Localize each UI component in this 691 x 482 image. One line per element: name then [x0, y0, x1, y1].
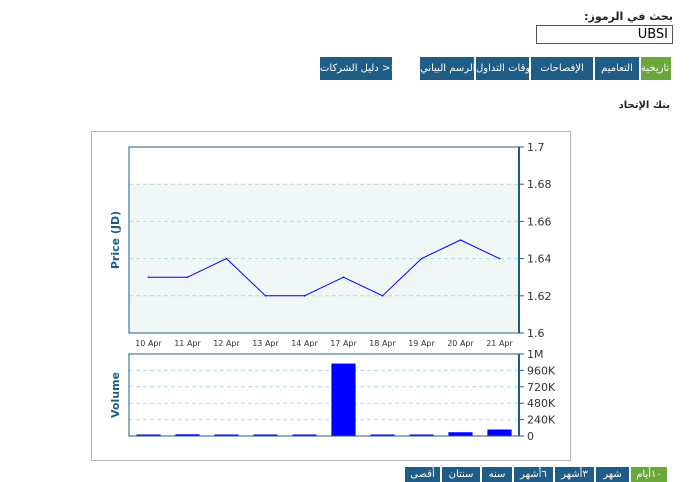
volume-bar	[448, 432, 473, 436]
price-x-tick-label: 11 Apr	[174, 339, 201, 348]
tab-company-guide[interactable]: دليل الشركات >>	[320, 57, 392, 80]
volume-y-tick-label: 1M	[527, 348, 544, 361]
period-10-days-button[interactable]: ١٠أيام	[631, 467, 667, 482]
price-x-tick-label: 21 Apr	[486, 339, 513, 348]
price-line-segment	[304, 276, 344, 297]
price-x-tick-label: 10 Apr	[135, 339, 162, 348]
price-y-tick-label: 1.66	[527, 215, 552, 228]
price-y-tick-label: 1.68	[527, 178, 552, 191]
volume-y-tick-label: 480K	[527, 397, 556, 410]
volume-axis-title: Volume	[109, 372, 122, 418]
period-max-button[interactable]: أقصى	[405, 467, 440, 482]
period-2-years-button[interactable]: سنتان	[442, 467, 480, 482]
period-6-months-button[interactable]: ٦أشهر	[514, 467, 553, 482]
price-y-tick-label: 1.6	[527, 327, 545, 340]
volume-y-tick-label: 720K	[527, 381, 556, 394]
price-point	[381, 295, 384, 297]
volume-bar	[214, 434, 239, 436]
volume-plot-area	[129, 354, 519, 436]
price-point	[147, 276, 150, 278]
search-input[interactable]	[536, 25, 673, 44]
price-line-segment	[187, 258, 227, 278]
search-label: بحث في الرموز:	[584, 10, 673, 23]
chart-container: 1.6 1.62 1.64 1.66 1.68 1.7 10 Apr 11 Apr 12 Apr…	[91, 131, 571, 461]
price-y-tick-label: 1.62	[527, 290, 552, 303]
period-year-button[interactable]: سنه	[482, 467, 512, 482]
tab-trading-hours[interactable]: اوقات التداول	[476, 57, 529, 80]
price-point	[342, 276, 345, 278]
price-x-tick-label: 20 Apr	[447, 339, 474, 348]
volume-bar	[487, 429, 512, 436]
period-month-button[interactable]: شهر	[596, 467, 629, 482]
price-line-segment	[421, 239, 461, 260]
tab-circulars[interactable]: التعاميم	[595, 57, 639, 80]
price-y-tick-label: 1.64	[527, 253, 552, 266]
price-axis-title: Price (JD)	[109, 211, 122, 269]
company-name: بنك الإتحاد	[618, 100, 670, 111]
price-x-tick-label: 14 Apr	[291, 339, 318, 348]
price-point	[459, 239, 462, 241]
volume-y-tick-label: 0	[527, 430, 534, 443]
volume-bar	[409, 434, 434, 436]
tab-historical-prices[interactable]: أسعار تاريخية	[641, 57, 671, 80]
price-point	[420, 257, 423, 260]
price-point	[303, 295, 306, 297]
price-x-tick-label: 12 Apr	[213, 339, 240, 348]
volume-bar	[253, 434, 278, 436]
price-x-tick-label: 17 Apr	[330, 339, 357, 348]
volume-y-tick-label: 960K	[527, 364, 556, 377]
price-x-tick-label: 13 Apr	[252, 339, 279, 348]
price-point	[498, 257, 501, 260]
volume-bar	[136, 434, 161, 436]
price-x-tick-label: 19 Apr	[408, 339, 435, 348]
price-line-segment	[226, 258, 266, 297]
stock-chart: 1.6 1.62 1.64 1.66 1.68 1.7 10 Apr 11 Apr 12 Apr…	[109, 141, 556, 443]
tab-disclosures[interactable]: الإفصاحات	[531, 57, 593, 80]
price-point	[186, 276, 189, 278]
volume-bar	[331, 363, 356, 436]
period-3-months-button[interactable]: ٣أشهر	[555, 467, 594, 482]
volume-bar	[370, 434, 395, 436]
price-x-tick-label: 18 Apr	[369, 339, 396, 348]
volume-y-tick-label: 240K	[527, 414, 556, 427]
price-point	[225, 257, 228, 260]
tab-chart[interactable]: الرسم البياني	[420, 57, 474, 80]
price-line-segment	[343, 276, 383, 297]
price-line-segment	[382, 258, 422, 297]
price-point	[264, 295, 267, 297]
volume-bar	[292, 434, 317, 436]
price-line-segment	[460, 239, 500, 260]
volume-bar	[175, 434, 200, 436]
price-y-tick-label: 1.7	[527, 141, 545, 154]
